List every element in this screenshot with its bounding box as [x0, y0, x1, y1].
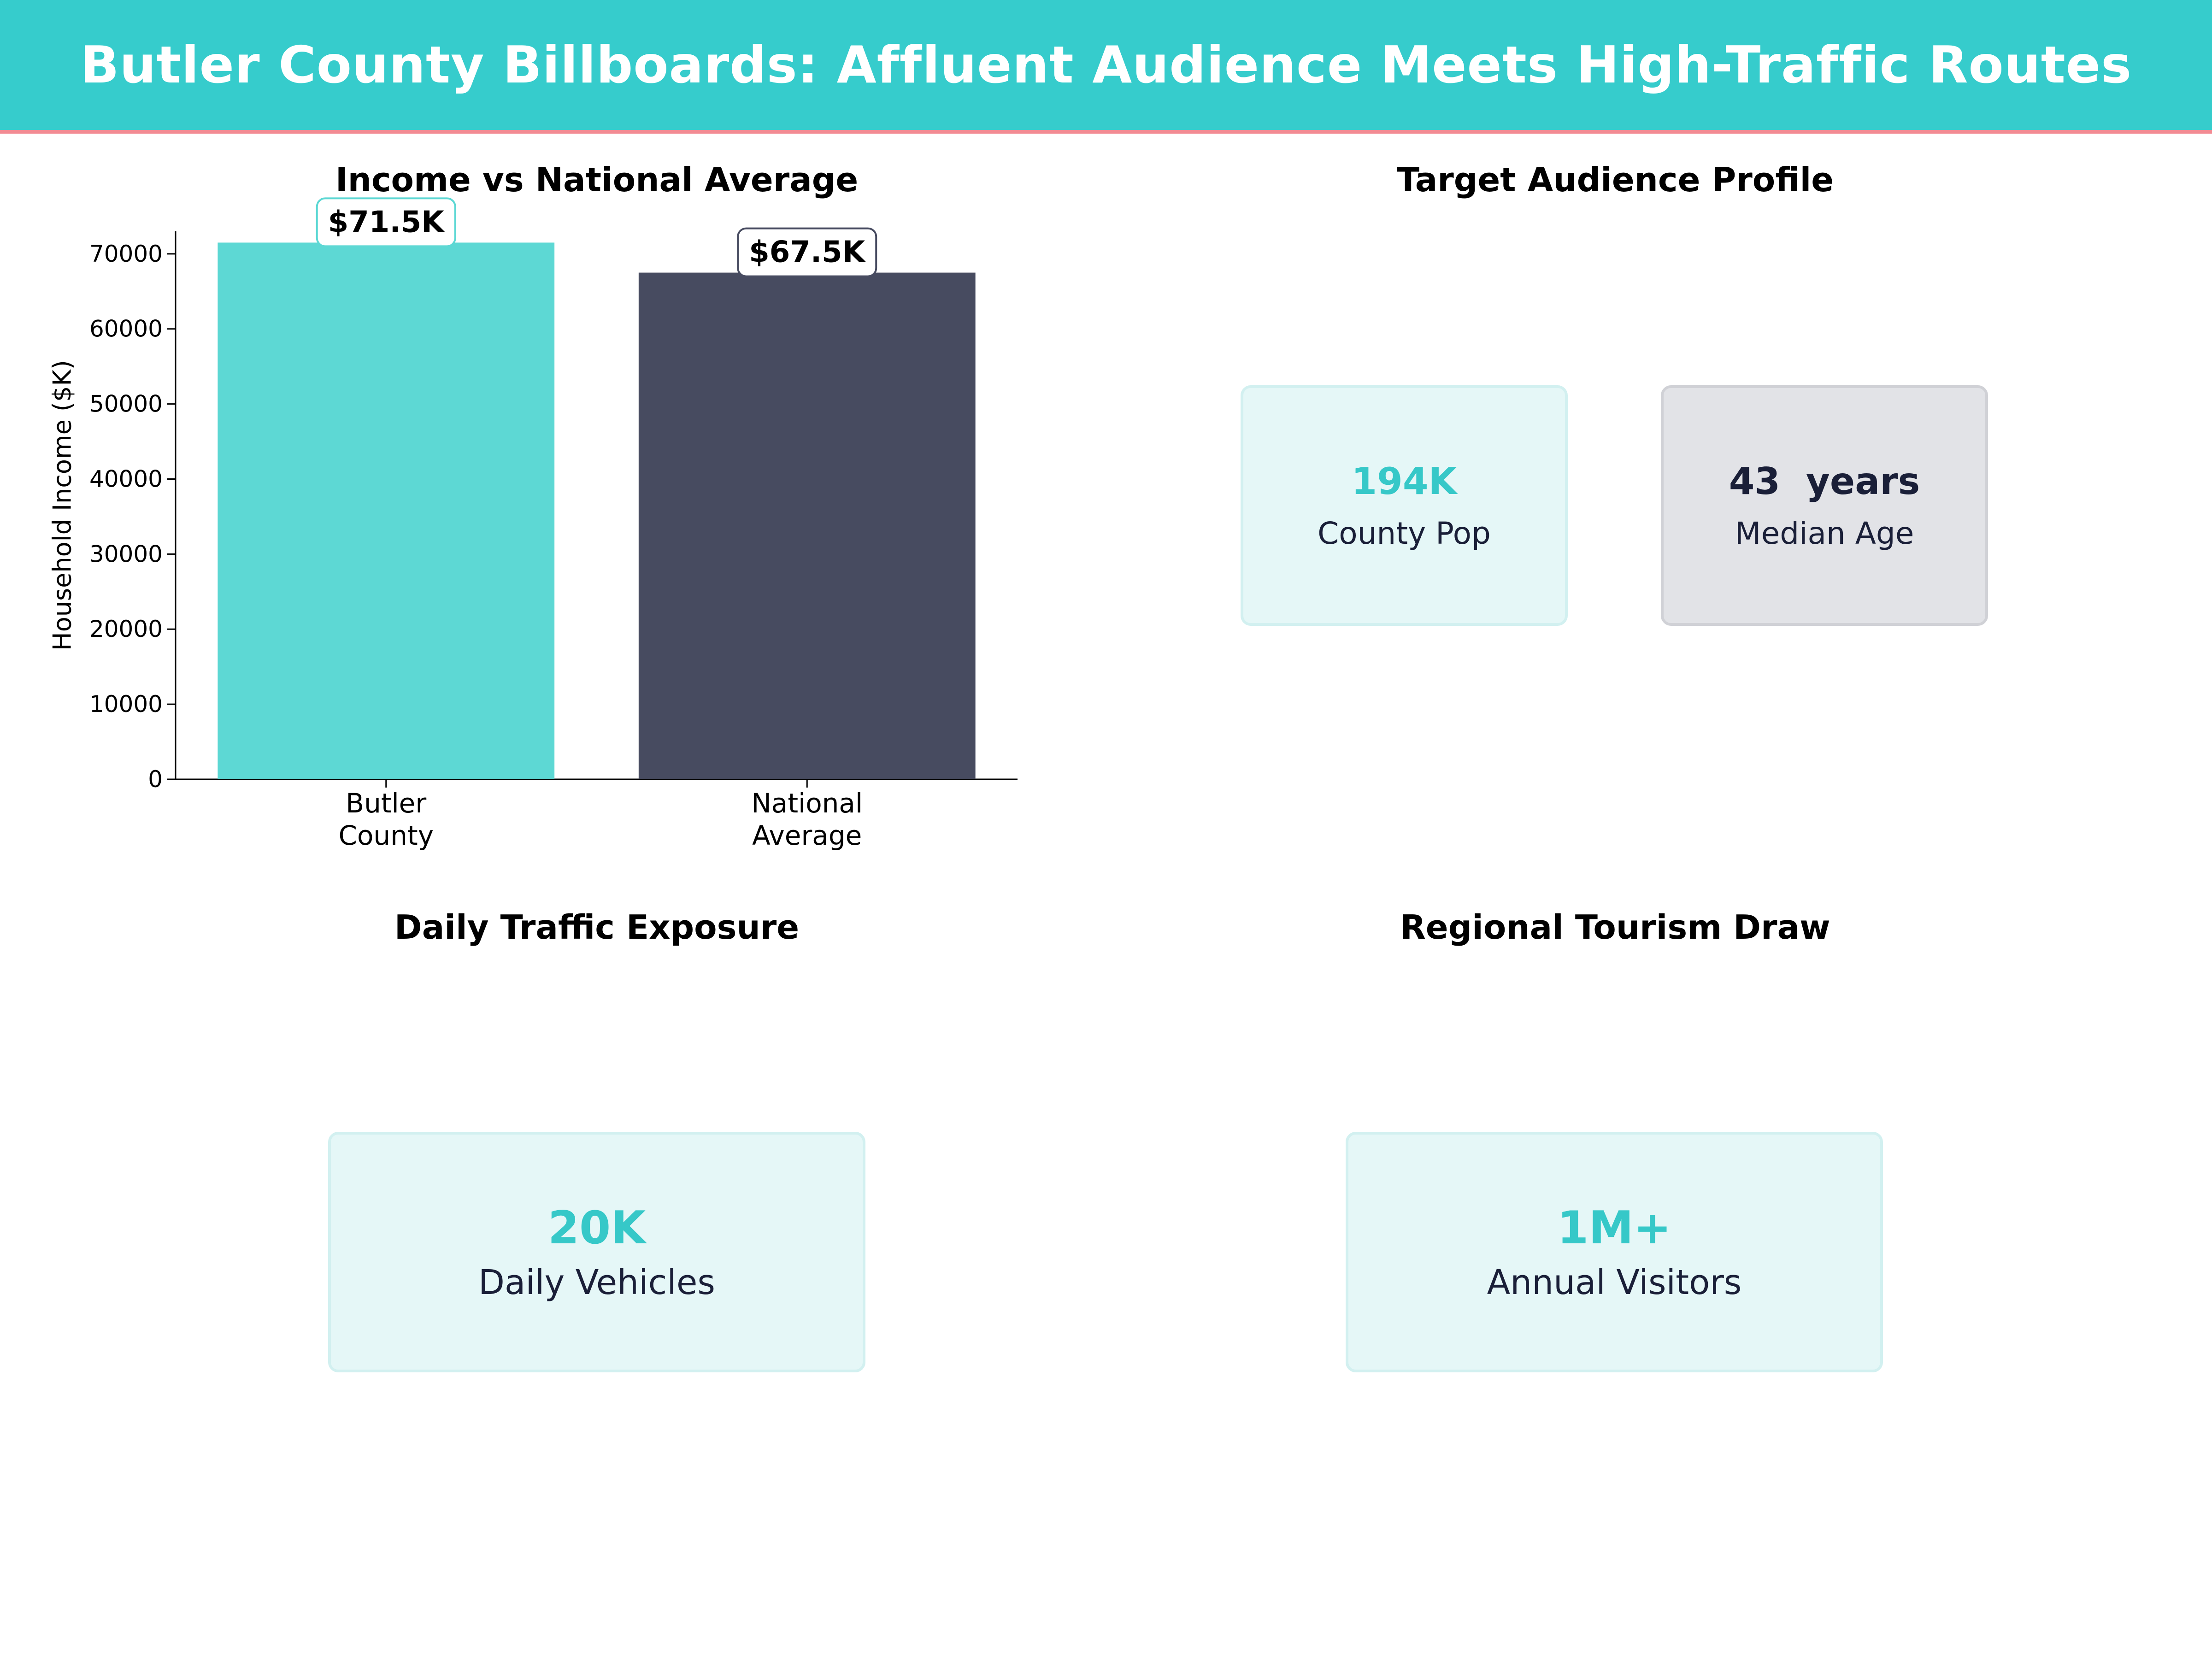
y-tick-label: 20000: [89, 616, 163, 642]
annual-visitors-card: 1M+ Annual Visitors: [1346, 1132, 1883, 1372]
county-population-value: 194K: [1351, 460, 1457, 503]
data-label: $67.5K: [749, 235, 866, 270]
y-tick-label: 30000: [89, 541, 163, 567]
audience-panel-title: Target Audience Profile: [1396, 160, 1834, 199]
y-tick-label: 0: [148, 766, 163, 793]
daily-vehicles-label: Daily Vehicles: [478, 1263, 715, 1302]
median-age-value: 43 years: [1729, 460, 1920, 503]
county-population-label: County Pop: [1318, 516, 1491, 551]
median-age-label: Median Age: [1735, 516, 1914, 551]
dashboard-header: Butler County Billboards: Affluent Audie…: [0, 0, 2212, 134]
data-label-box: [316, 197, 456, 247]
daily-vehicles-card: 20K Daily Vehicles: [328, 1132, 865, 1372]
bar-1: [638, 272, 976, 779]
annual-visitors-label: Annual Visitors: [1487, 1263, 1742, 1302]
y-tick-label: 10000: [89, 691, 163, 718]
data-label: $71.5K: [328, 205, 445, 239]
y-tick-label: 50000: [89, 391, 163, 418]
x-category-label: National Average: [751, 788, 863, 851]
median-age-card: 43 years Median Age: [1661, 385, 1988, 626]
y-tick-label: 70000: [89, 241, 163, 267]
annual-visitors-value: 1M+: [1557, 1202, 1671, 1254]
county-population-card: 194K County Pop: [1241, 385, 1568, 626]
income-chart-title: Income vs National Average: [335, 160, 859, 199]
y-tick-label: 40000: [89, 465, 163, 492]
data-label-box: [737, 227, 877, 277]
daily-vehicles-value: 20K: [547, 1202, 646, 1254]
tourism-panel-title: Regional Tourism Draw: [1400, 908, 1830, 947]
y-axis-label: Household Income ($K): [48, 360, 77, 651]
traffic-panel-title: Daily Traffic Exposure: [394, 908, 800, 947]
x-category-label: Butler County: [338, 788, 434, 851]
dashboard-title: Butler County Billboards: Affluent Audie…: [80, 35, 2132, 95]
bar-0: [218, 242, 555, 779]
y-tick-label: 60000: [89, 316, 163, 342]
